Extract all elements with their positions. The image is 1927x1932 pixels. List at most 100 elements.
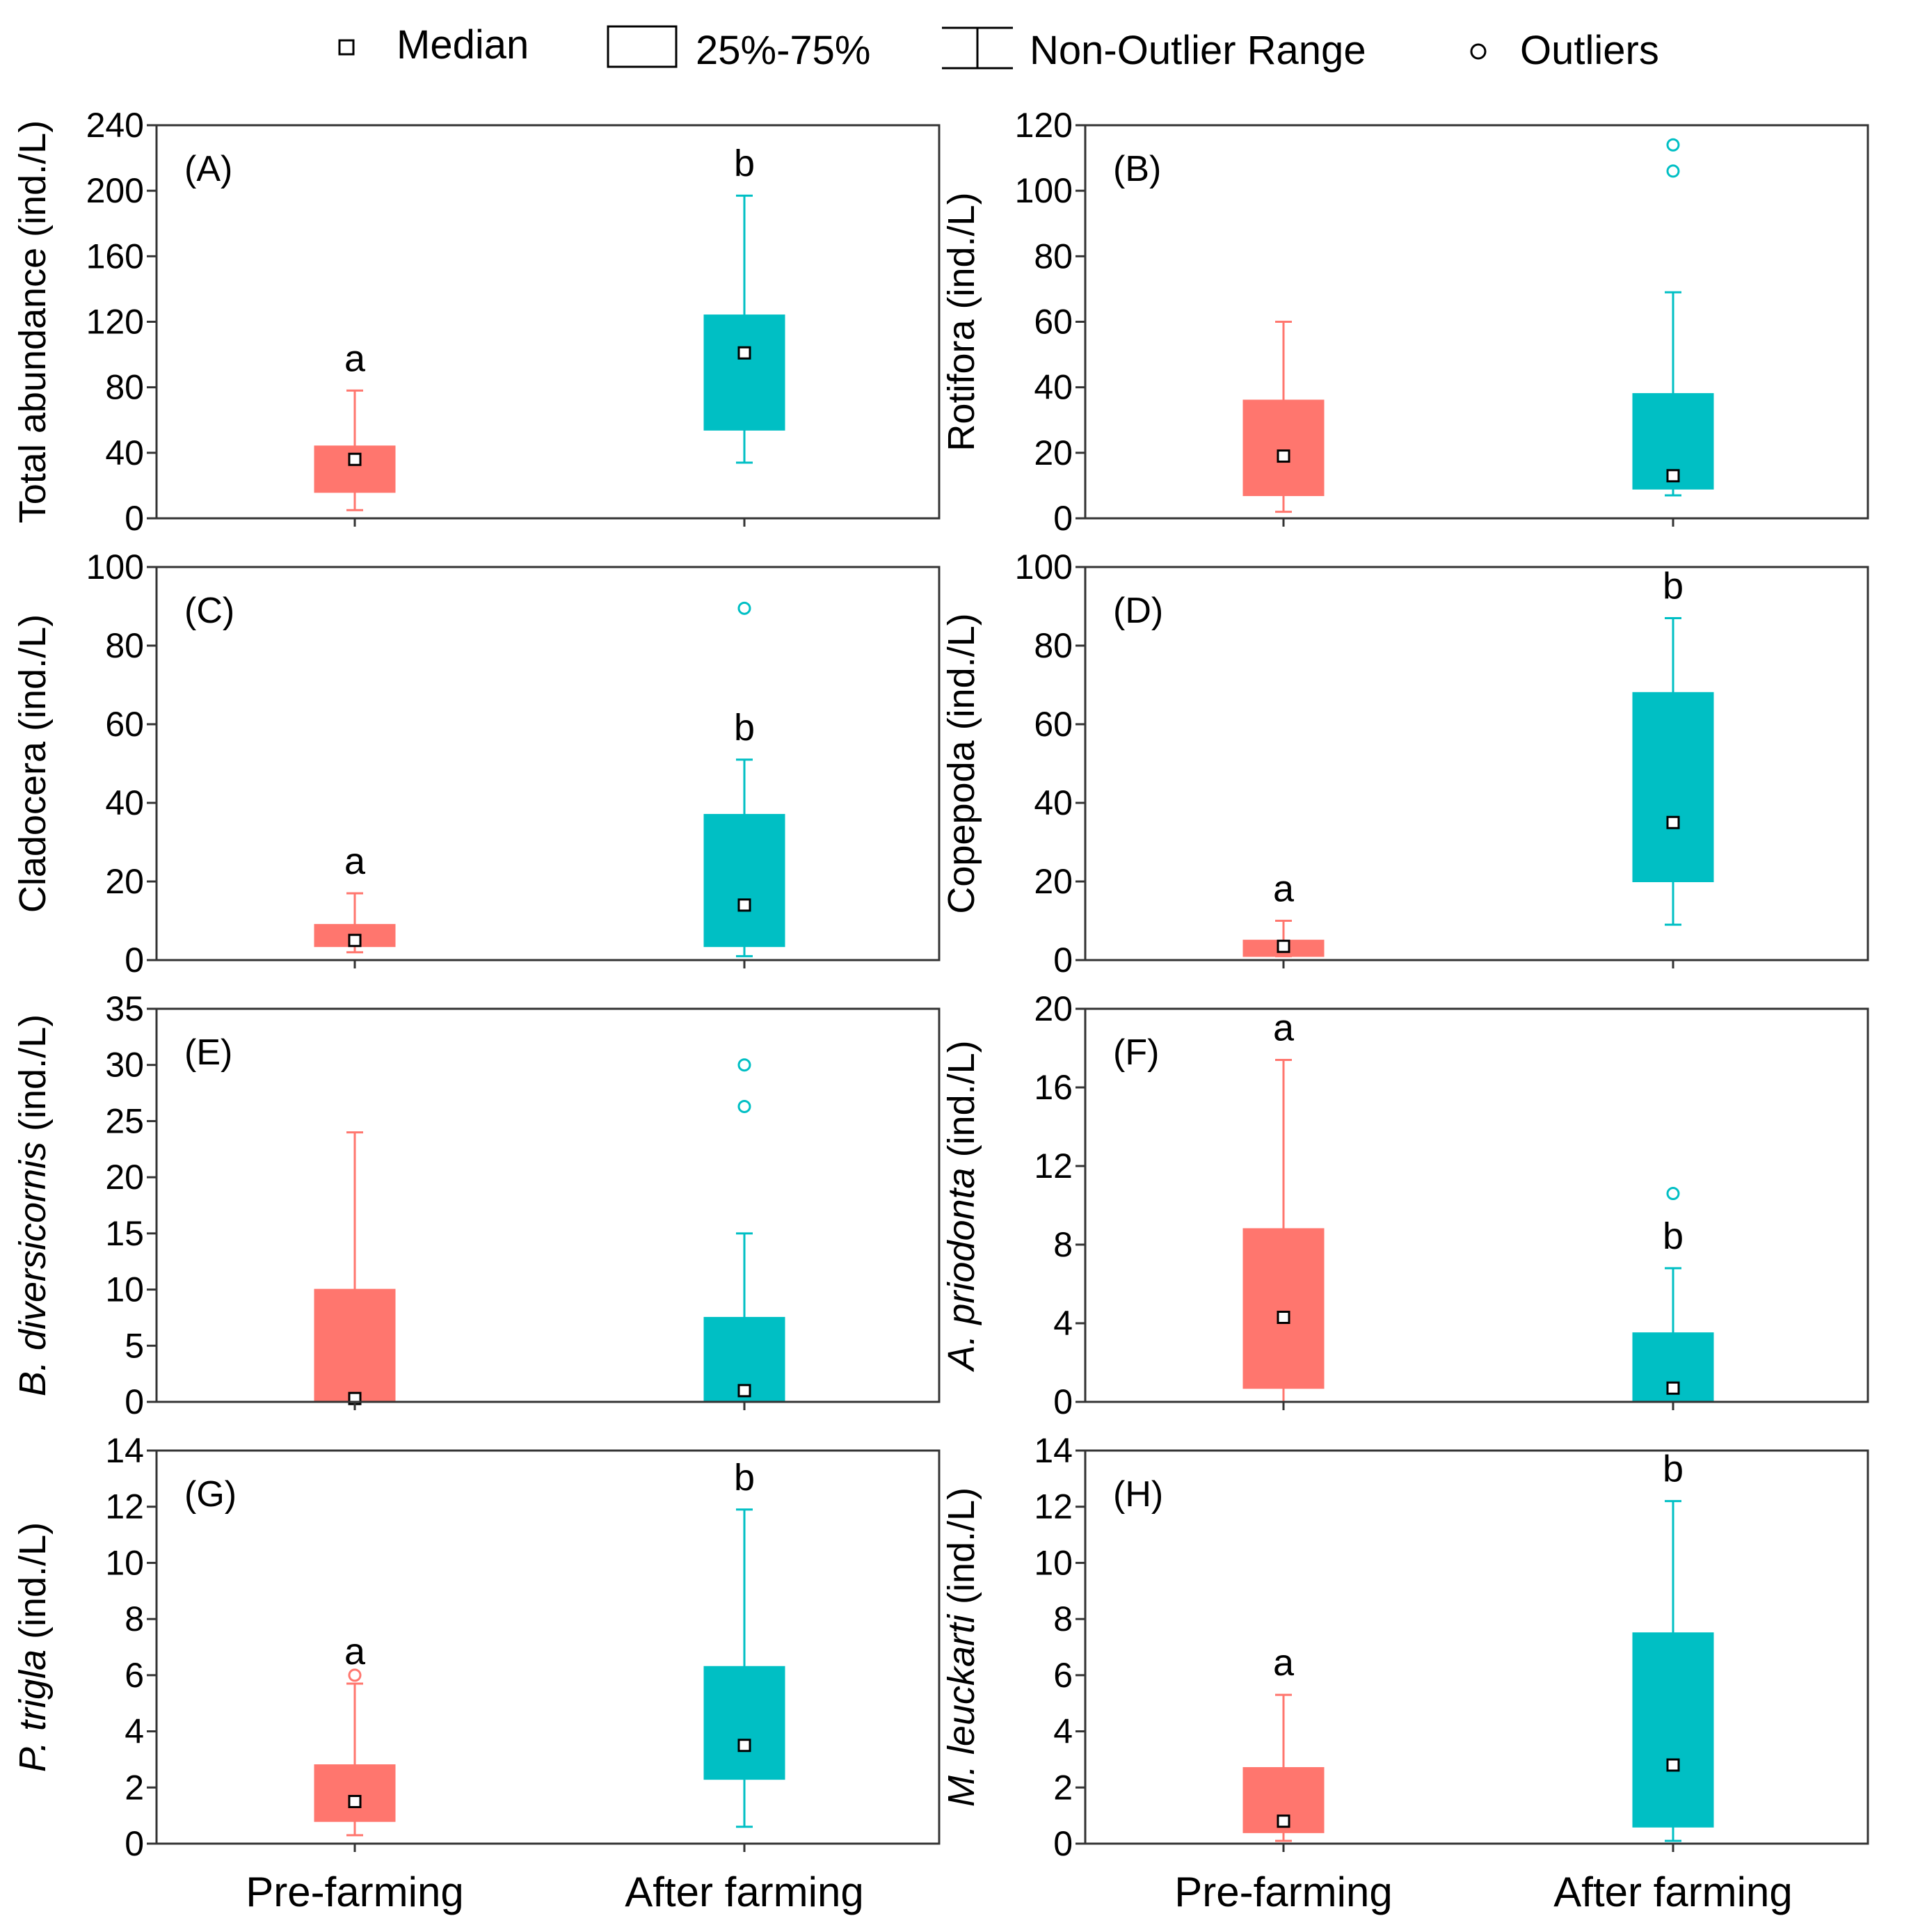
y-tick-label: 20 [1034, 989, 1073, 1028]
panel-f: a b 0 4 8 12 16 20 (F) A. priodonta (ind./L) [941, 989, 1869, 1421]
outlier-point [1666, 138, 1680, 152]
y-tick-label: 100 [1015, 171, 1073, 210]
significance-letter: b [734, 1457, 755, 1499]
box-after-farming: b [1632, 1187, 1714, 1403]
box-after-farming: b [703, 143, 785, 464]
y-tick-label: 35 [105, 989, 144, 1028]
y-tick-label: 40 [1034, 783, 1073, 822]
y-axis-title-part: (ind./L) [12, 1014, 54, 1142]
panel-h: a b 0 2 4 6 8 10 12 14 (H) M. leuckarti (ind./L) [941, 1431, 1869, 1863]
y-tick-label: 80 [1034, 626, 1073, 665]
plot-frame [155, 124, 941, 520]
significance-letter: a [1273, 1007, 1295, 1048]
legend-range-label: Non-Outlier Range [1030, 28, 1366, 73]
y-axis-title: A. priodonta (ind./L) [941, 1040, 982, 1372]
y-tick-label: 8 [125, 1599, 144, 1638]
y-tick-label: 12 [1034, 1147, 1073, 1185]
legend-iqr-marker [607, 25, 678, 68]
y-tick-label: 200 [86, 171, 144, 210]
x-category-label: Pre-farming [1174, 1869, 1392, 1915]
median-marker [737, 1739, 751, 1753]
box-after-farming [1632, 138, 1714, 497]
x-category-label: Pre-farming [246, 1869, 463, 1915]
iqr-box [1242, 1228, 1325, 1389]
y-tick-label: 10 [105, 1543, 144, 1582]
box-pre-farming: a [314, 1631, 396, 1837]
y-tick-label: 80 [105, 368, 144, 407]
legend: Median 25%-75% Non-Outlier Range Outlier… [338, 22, 1659, 73]
median-marker [1666, 815, 1680, 829]
y-tick-label: 160 [86, 237, 144, 276]
box-pre-farming [314, 1131, 396, 1405]
outlier-point [348, 1668, 362, 1682]
median-marker [1666, 469, 1680, 483]
panel-label: (C) [184, 591, 234, 631]
y-tick-label: 20 [105, 1158, 144, 1197]
plot-frame [155, 566, 941, 961]
iqr-box [1242, 399, 1325, 497]
iqr-box [703, 1666, 785, 1780]
median-marker [348, 1794, 362, 1808]
y-tick-label: 6 [1053, 1656, 1073, 1695]
y-tick-label: 120 [86, 303, 144, 342]
y-tick-label: 25 [105, 1101, 144, 1140]
median-marker [348, 452, 362, 466]
y-tick-label: 60 [1034, 705, 1073, 744]
y-tick-label: 0 [1053, 499, 1073, 538]
legend-iqr-label: 25%-75% [696, 28, 870, 73]
box-pre-farming [1242, 321, 1325, 513]
outlier-point [737, 1058, 751, 1072]
y-axis-title: B. diversicornis (ind./L) [12, 1014, 54, 1396]
y-tick-label: 10 [105, 1270, 144, 1309]
significance-letter: a [344, 840, 366, 882]
box-after-farming: b [703, 601, 785, 957]
panel-label: (G) [184, 1474, 237, 1515]
significance-letter: a [344, 337, 366, 379]
median-marker [737, 898, 751, 912]
y-tick-label: 0 [1053, 1382, 1073, 1421]
outlier-point [737, 601, 751, 615]
y-axis-title: Copepoda (ind./L) [941, 613, 982, 913]
significance-letter: b [734, 707, 755, 749]
y-axis-title-part: (ind./L) [12, 1522, 54, 1650]
y-tick-label: 20 [1034, 862, 1073, 901]
y-tick-label: 2 [1053, 1768, 1073, 1807]
y-axis-title-part: Cladocera (ind./L) [12, 614, 54, 913]
y-tick-label: 8 [1053, 1599, 1073, 1638]
y-tick-label: 80 [1034, 237, 1073, 276]
panel-label: (E) [184, 1032, 232, 1073]
median-marker [1277, 449, 1290, 463]
panel-label: (D) [1113, 591, 1163, 631]
y-axis-title: Rotifora (ind./L) [941, 192, 982, 451]
y-tick-label: 4 [125, 1712, 144, 1751]
y-tick-label: 40 [1034, 368, 1073, 407]
y-tick-label: 16 [1034, 1068, 1073, 1107]
y-tick-label: 0 [125, 499, 144, 538]
iqr-box [1632, 1632, 1714, 1828]
y-tick-label: 8 [1053, 1225, 1073, 1264]
y-tick-label: 20 [1034, 433, 1073, 472]
significance-letter: a [1273, 1642, 1295, 1684]
median-marker [1277, 1311, 1290, 1325]
box-pre-farming: a [314, 840, 396, 954]
y-tick-label: 240 [86, 106, 144, 145]
significance-letter: b [1663, 1448, 1684, 1490]
panel-e: 0 5 10 15 20 25 30 35 (E) B. diversicornis (ind./… [12, 989, 941, 1421]
y-axis-title-part: (ind./L) [941, 1040, 982, 1167]
legend-outliers-marker [1470, 43, 1487, 60]
y-tick-label: 100 [86, 548, 144, 586]
box-after-farming: b [1632, 1448, 1714, 1842]
y-tick-label: 40 [105, 433, 144, 472]
panel-g: a b 0 2 4 6 8 10 12 14 (G) P. trigla (ind./L) [12, 1431, 941, 1863]
y-tick-label: 12 [105, 1487, 144, 1526]
y-tick-label: 0 [1053, 1824, 1073, 1863]
plot-frame [1084, 566, 1869, 961]
plot-frame [1084, 124, 1869, 520]
panel-b: 0 20 40 60 80 100 120 (B) Rotifora (ind./L) [941, 106, 1869, 538]
box-pre-farming: a [1242, 868, 1325, 957]
plot-frame [155, 1449, 941, 1845]
y-tick-label: 14 [105, 1431, 144, 1470]
legend-median-label: Median [397, 22, 529, 67]
